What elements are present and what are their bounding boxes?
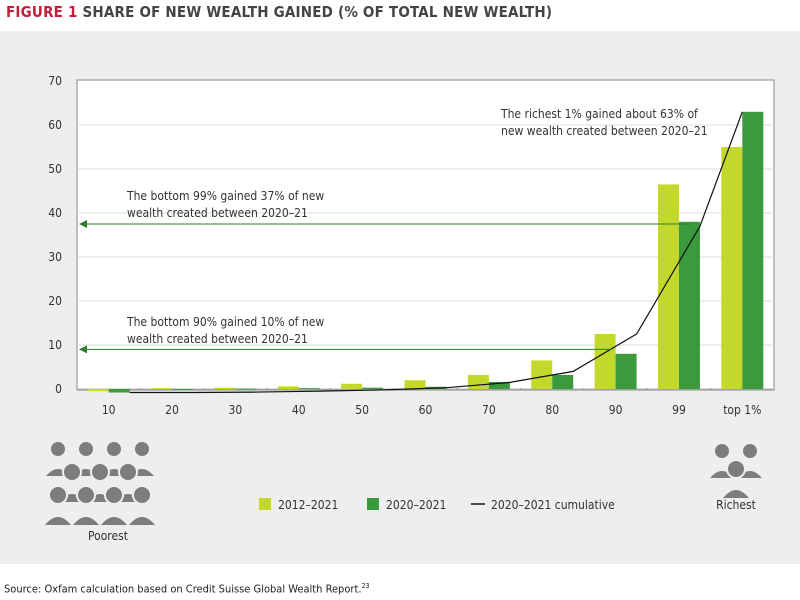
bar-2012-2021-top1 — [721, 147, 743, 389]
y-tick-label: 10 — [48, 338, 62, 352]
source-note: Source: Oxfam calculation based on Credi… — [4, 582, 369, 596]
annotation-line: new wealth created between 2020–21 — [501, 124, 708, 138]
source-footnote: 23 — [361, 582, 370, 590]
legend: 2012–2021 2020–2021 2020–2021 cumulative — [259, 498, 615, 512]
legend-label: 2020–2021 — [386, 498, 446, 512]
y-tick-label: 30 — [48, 250, 62, 264]
bar-2020-2021-70 — [488, 381, 510, 389]
bar-2020-2021-90 — [615, 353, 637, 389]
legend-label: 2012–2021 — [278, 498, 338, 512]
bar-2012-2021-10 — [87, 389, 109, 392]
cumulative-line — [129, 111, 743, 394]
bar-2012-2021-90 — [594, 334, 616, 389]
legend-label: 2020–2021 cumulative — [491, 498, 615, 512]
bars — [87, 111, 764, 393]
y-tick-label: 40 — [48, 206, 62, 220]
y-tick-label: 70 — [48, 74, 62, 88]
bar-2020-2021-20 — [172, 389, 194, 390]
bottom-99-annotation: The bottom 99% gained 37% of new wealth … — [126, 189, 324, 220]
bar-2020-2021-99 — [678, 221, 700, 389]
x-tick-label: 50 — [355, 403, 369, 417]
y-tick-label: 50 — [48, 162, 62, 176]
bar-2012-2021-80 — [531, 360, 553, 389]
x-tick-label: 70 — [482, 403, 496, 417]
figure-title: FIGURE 1 SHARE OF NEW WEALTH GAINED (% O… — [6, 3, 552, 21]
richest-label: Richest — [716, 498, 756, 512]
x-tick-label: 60 — [419, 403, 433, 417]
bar-2012-2021-70 — [467, 374, 489, 389]
x-tick-label: 90 — [609, 403, 623, 417]
poorest-label: Poorest — [88, 529, 128, 543]
chart: 0 10 20 30 40 50 60 70 10 20 30 40 50 60… — [40, 74, 775, 543]
legend-swatch-2020-2021 — [367, 498, 379, 510]
bar-2012-2021-99 — [657, 184, 679, 389]
crowd-poorest-icon — [40, 440, 160, 527]
bar-2020-2021-50 — [362, 387, 384, 389]
bar-2012-2021-40 — [277, 386, 299, 389]
figure-title-text: SHARE OF NEW WEALTH GAINED (% OF TOTAL N… — [82, 3, 553, 21]
bar-2012-2021-50 — [341, 383, 363, 389]
x-axis: 10 20 30 40 50 60 70 80 90 99 top 1% — [102, 403, 762, 417]
x-tick-label: 80 — [545, 403, 559, 417]
annotation-line: wealth created between 2020–21 — [127, 332, 308, 346]
annotation-line: The bottom 99% gained 37% of new — [126, 189, 324, 203]
bar-2012-2021-60 — [404, 380, 426, 389]
annotation-line: The bottom 90% gained 10% of new — [126, 315, 324, 329]
crowd-richest-icon — [705, 442, 767, 500]
annotation-line: wealth created between 2020–21 — [127, 206, 308, 220]
x-tick-label: 30 — [229, 403, 243, 417]
y-tick-label: 60 — [48, 118, 62, 132]
richest-annotation: The richest 1% gained about 63% of new w… — [500, 107, 708, 138]
bar-2012-2021-20 — [151, 388, 173, 389]
legend-swatch-2012-2021 — [259, 498, 271, 510]
y-tick-label: 20 — [48, 294, 62, 308]
x-tick-label: 99 — [672, 403, 686, 417]
annotation-line: The richest 1% gained about 63% of — [500, 107, 699, 121]
x-tick-label: top 1% — [723, 403, 761, 417]
bar-2012-2021-30 — [214, 387, 236, 389]
bar-2020-2021-10 — [108, 389, 130, 393]
bottom-90-annotation: The bottom 90% gained 10% of new wealth … — [126, 315, 324, 346]
y-tick-label: 0 — [55, 382, 62, 396]
bar-2020-2021-30 — [235, 388, 257, 390]
bar-2020-2021-top1 — [742, 111, 764, 390]
figure-number: FIGURE 1 — [6, 3, 78, 21]
x-tick-label: 10 — [102, 403, 116, 417]
bar-2020-2021-80 — [552, 374, 574, 389]
x-tick-label: 20 — [165, 403, 179, 417]
y-axis: 0 10 20 30 40 50 60 70 — [48, 74, 62, 396]
plot-area — [76, 79, 775, 391]
source-text: Source: Oxfam calculation based on Credi… — [4, 582, 362, 596]
bar-2020-2021-40 — [298, 388, 320, 389]
x-tick-label: 40 — [292, 403, 306, 417]
